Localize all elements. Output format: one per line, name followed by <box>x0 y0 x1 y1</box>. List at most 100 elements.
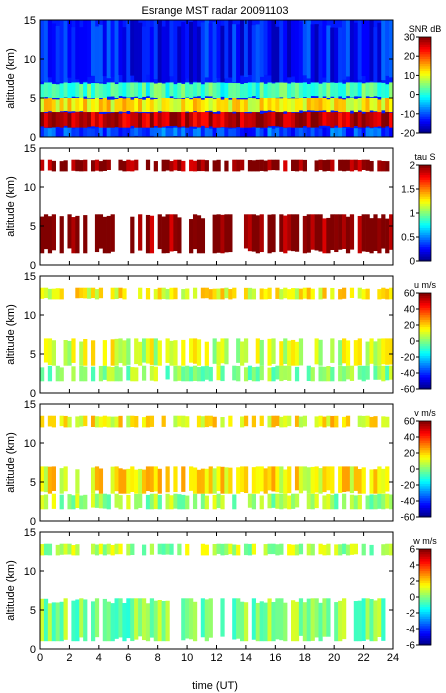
heat-cell <box>342 543 347 555</box>
heat-cell <box>275 415 280 427</box>
heat-cell <box>236 467 241 494</box>
colorbar-swatch <box>419 594 431 598</box>
colorbar-swatch <box>419 365 431 368</box>
colorbar-swatch <box>419 379 431 383</box>
heat-cell <box>59 415 64 427</box>
heat-cell <box>75 112 80 128</box>
heat-cell <box>345 544 351 556</box>
heat-cell <box>243 127 249 137</box>
heat-cell <box>334 493 339 510</box>
heat-cell <box>204 160 209 172</box>
heat-cell <box>98 287 104 299</box>
heat-cell <box>310 214 315 250</box>
heat-cell <box>145 113 151 128</box>
heat-cell <box>357 82 362 97</box>
heat-cell <box>118 415 123 428</box>
heat-cell <box>90 415 96 428</box>
heat-cell <box>259 20 264 77</box>
colorbar-swatch <box>419 309 431 313</box>
heat-cell <box>275 365 280 380</box>
colorbar-swatch <box>419 623 431 627</box>
heat-cell <box>122 340 127 366</box>
colorbar-swatch <box>419 61 431 64</box>
heat-cell <box>118 495 123 510</box>
colorbar-swatch <box>419 551 431 555</box>
colorbar-swatch <box>419 570 431 574</box>
x-tick-label: 14 <box>240 652 252 664</box>
heat-cell <box>330 415 335 428</box>
colorbar-swatch <box>419 317 431 320</box>
heat-cell <box>349 159 355 172</box>
heat-cell <box>208 598 213 638</box>
heat-cell <box>251 82 257 97</box>
heat-cell <box>71 600 76 642</box>
y-axis-label: altitude (km) <box>5 304 17 365</box>
heat-cell <box>106 215 111 254</box>
colorbar-swatch <box>419 568 431 572</box>
heat-cell <box>322 416 327 428</box>
heat-cell <box>334 214 339 253</box>
heat-cell <box>63 598 68 640</box>
heat-cell <box>200 112 206 126</box>
heat-cell <box>153 600 158 642</box>
heat-cell <box>134 493 139 510</box>
heat-cell <box>79 341 84 366</box>
heat-cell <box>83 287 88 299</box>
heat-cell <box>385 543 390 556</box>
heat-cell <box>318 339 323 366</box>
colorbar-swatch <box>419 447 431 451</box>
heat-cell <box>181 339 186 366</box>
heat-cell <box>271 159 276 171</box>
heat-cell <box>298 113 304 128</box>
heat-cell <box>161 98 166 112</box>
heat-cell <box>83 20 88 82</box>
heat-cell <box>338 466 343 493</box>
colorbar-v: v m/s -60 -40 -20 0 20 40 60 <box>401 408 437 524</box>
heat-cell <box>310 112 315 128</box>
heat-cell <box>118 159 123 171</box>
heat-cell <box>196 26 202 83</box>
heat-cell <box>377 365 382 380</box>
heat-cell <box>357 338 362 366</box>
heat-cell <box>75 469 80 494</box>
colorbar-swatch <box>419 471 431 475</box>
heat-cell <box>55 112 60 127</box>
colorbar-swatch <box>419 430 431 434</box>
heat-cell <box>165 82 170 98</box>
heat-cell <box>377 218 382 254</box>
y-tick-label: 15 <box>24 15 36 27</box>
heat-cell <box>40 159 45 171</box>
heat-cell <box>294 341 300 366</box>
heat-cell <box>126 365 131 381</box>
heat-cell <box>55 544 60 556</box>
heat-cell <box>326 159 331 171</box>
heat-cell <box>67 416 72 428</box>
heat-cell <box>169 161 174 172</box>
heat-cell <box>94 83 100 98</box>
heat-cell <box>185 112 190 128</box>
heat-cell <box>373 600 378 642</box>
heat-cell <box>153 20 158 80</box>
heat-cell <box>145 494 151 510</box>
heat-cell <box>247 113 253 128</box>
heat-cell <box>271 112 276 126</box>
colorbar-swatch <box>419 476 431 480</box>
heat-cell <box>55 84 60 98</box>
heat-cell <box>298 338 304 366</box>
heat-cell <box>279 289 284 300</box>
heat-cell <box>114 598 119 639</box>
heat-cell <box>287 127 292 137</box>
heat-cell <box>43 82 49 98</box>
heat-cell <box>114 493 119 508</box>
heat-cell <box>279 214 284 252</box>
colorbar-swatch <box>419 478 431 482</box>
y-tick-label: 5 <box>30 221 36 233</box>
heat-cell <box>145 214 151 254</box>
colorbar-swatch <box>419 341 431 344</box>
heat-cell <box>361 415 366 428</box>
heat-cell <box>349 82 355 98</box>
heat-cell <box>353 159 358 171</box>
heat-cell <box>220 288 225 300</box>
heat-cell <box>138 82 143 98</box>
heat-cell <box>102 493 107 509</box>
